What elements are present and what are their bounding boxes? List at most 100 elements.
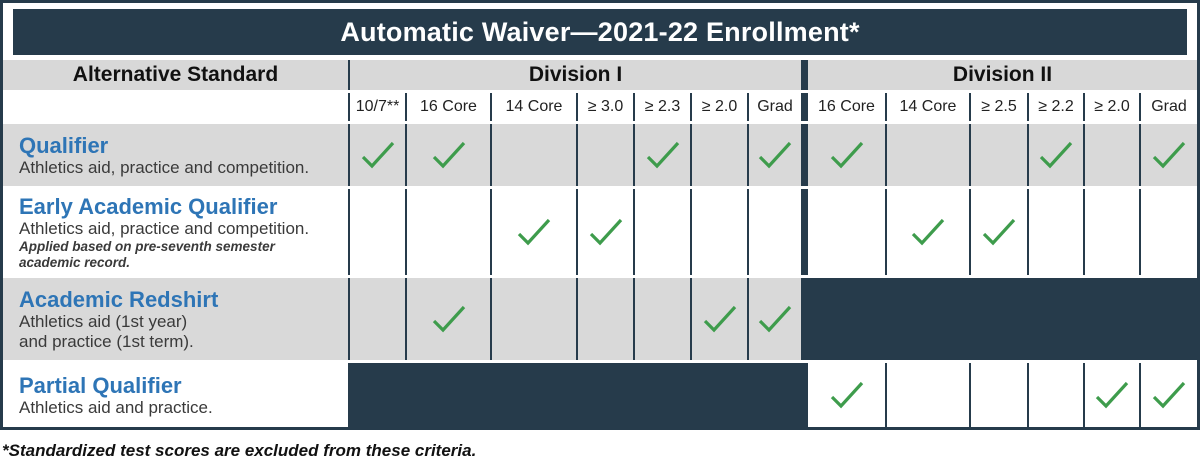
check-cell-div2-5	[1139, 363, 1197, 427]
check-cell-div1-0	[348, 363, 405, 427]
row-title: Partial Qualifier	[19, 372, 182, 398]
header-division-1: Division I	[348, 60, 801, 90]
check-cell-div1-4	[633, 189, 690, 275]
check-cell-div1-1	[405, 124, 490, 186]
subheader-div1-col-2: 14 Core	[490, 93, 576, 121]
header-alternative-standard: Alternative Standard	[3, 60, 348, 90]
check-cell-div1-4	[633, 124, 690, 186]
check-cell-div2-1	[885, 278, 969, 360]
check-cell-div1-1	[405, 278, 490, 360]
row-description: Athletics aid, practice and competition.	[19, 218, 310, 238]
row-description: and practice (1st term).	[19, 331, 194, 351]
checkmark-icon	[589, 218, 622, 246]
check-cell-div1-1	[405, 363, 490, 427]
check-cell-div1-6	[747, 278, 801, 360]
row-label-2: Academic Redshirt Athletics aid (1st year…	[3, 278, 348, 360]
check-cell-div1-5	[690, 124, 747, 186]
checkmark-icon	[830, 381, 863, 409]
checkmark-icon	[517, 218, 551, 246]
checkmark-icon	[1152, 381, 1186, 409]
check-cell-div2-0	[801, 124, 885, 186]
check-cell-div1-0	[348, 189, 405, 275]
check-cell-div1-1	[405, 189, 490, 275]
check-cell-div1-2	[490, 278, 576, 360]
row-label-0: Qualifier Athletics aid, practice and com…	[3, 124, 348, 186]
subheader-div2-col-1: 14 Core	[885, 93, 969, 121]
subheader-div1-col-5: ≥ 2.0	[690, 93, 747, 121]
table-title-bar: Automatic Waiver—2021-22 Enrollment*	[13, 9, 1187, 55]
row-title: Qualifier	[19, 132, 109, 158]
check-cell-div2-1	[885, 189, 969, 275]
subheader-div1-col-6: Grad	[747, 93, 801, 121]
checkmark-icon	[361, 141, 394, 169]
checkmark-icon	[830, 141, 863, 169]
checkmark-icon	[911, 218, 945, 246]
check-cell-div2-1	[885, 124, 969, 186]
check-cell-div1-0	[348, 124, 405, 186]
checkmark-icon	[432, 141, 465, 169]
row-description: Athletics aid (1st year)	[19, 311, 188, 331]
checkmark-icon	[1039, 141, 1073, 169]
check-cell-div1-5	[690, 189, 747, 275]
checkmark-icon	[982, 218, 1016, 246]
check-cell-div2-3	[1027, 363, 1083, 427]
check-cell-div2-4	[1083, 363, 1139, 427]
checkmark-icon	[646, 141, 679, 169]
check-cell-div1-4	[633, 278, 690, 360]
row-label-3: Partial Qualifier Athletics aid and pract…	[3, 363, 348, 427]
subheader-blank	[3, 93, 348, 121]
check-cell-div2-5	[1139, 189, 1197, 275]
check-cell-div1-6	[747, 363, 801, 427]
check-cell-div2-2	[969, 124, 1027, 186]
row-note: Applied based on pre-seventh semester ac…	[19, 238, 275, 270]
table-title: Automatic Waiver—2021-22 Enrollment*	[340, 16, 860, 47]
check-cell-div2-4	[1083, 278, 1139, 360]
check-cell-div1-5	[690, 363, 747, 427]
row-description: Athletics aid and practice.	[19, 397, 213, 417]
checkmark-icon	[758, 305, 792, 333]
row-title: Academic Redshirt	[19, 286, 219, 312]
row-title: Early Academic Qualifier	[19, 193, 278, 219]
check-cell-div1-5	[690, 278, 747, 360]
subheader-div1-col-0: 10/7**	[348, 93, 405, 121]
check-cell-div1-3	[576, 189, 633, 275]
footnote: *Standardized test scores are excluded f…	[2, 441, 477, 460]
check-cell-div1-2	[490, 124, 576, 186]
subheader-div1-col-4: ≥ 2.3	[633, 93, 690, 121]
subheader-div2-col-2: ≥ 2.5	[969, 93, 1027, 121]
check-cell-div1-6	[747, 189, 801, 275]
subheader-div2-col-4: ≥ 2.0	[1083, 93, 1139, 121]
checkmark-icon	[1152, 141, 1186, 169]
check-cell-div2-3	[1027, 124, 1083, 186]
check-cell-div1-2	[490, 363, 576, 427]
subheader-div1-col-3: ≥ 3.0	[576, 93, 633, 121]
check-cell-div2-4	[1083, 124, 1139, 186]
check-cell-div2-3	[1027, 278, 1083, 360]
check-cell-div1-6	[747, 124, 801, 186]
row-description: Athletics aid, practice and competition.	[19, 157, 310, 177]
checkmark-icon	[703, 305, 736, 333]
subheader-div1-col-1: 16 Core	[405, 93, 490, 121]
check-cell-div2-2	[969, 278, 1027, 360]
check-cell-div2-4	[1083, 189, 1139, 275]
waiver-table: Automatic Waiver—2021-22 Enrollment* Alt…	[0, 0, 1200, 430]
check-cell-div2-1	[885, 363, 969, 427]
check-cell-div1-3	[576, 278, 633, 360]
check-cell-div1-4	[633, 363, 690, 427]
waiver-grid: Alternative Standard Division I Division I…	[3, 60, 1197, 427]
header-division-2: Division II	[801, 60, 1197, 90]
check-cell-div1-3	[576, 363, 633, 427]
subheader-div2-col-3: ≥ 2.2	[1027, 93, 1083, 121]
check-cell-div2-0	[801, 189, 885, 275]
check-cell-div2-5	[1139, 278, 1197, 360]
subheader-div2-col-0: 16 Core	[801, 93, 885, 121]
check-cell-div2-2	[969, 189, 1027, 275]
check-cell-div2-0	[801, 363, 885, 427]
check-cell-div1-3	[576, 124, 633, 186]
checkmark-icon	[758, 141, 792, 169]
check-cell-div1-2	[490, 189, 576, 275]
check-cell-div2-0	[801, 278, 885, 360]
check-cell-div2-3	[1027, 189, 1083, 275]
check-cell-div2-5	[1139, 124, 1197, 186]
checkmark-icon	[1095, 381, 1129, 409]
